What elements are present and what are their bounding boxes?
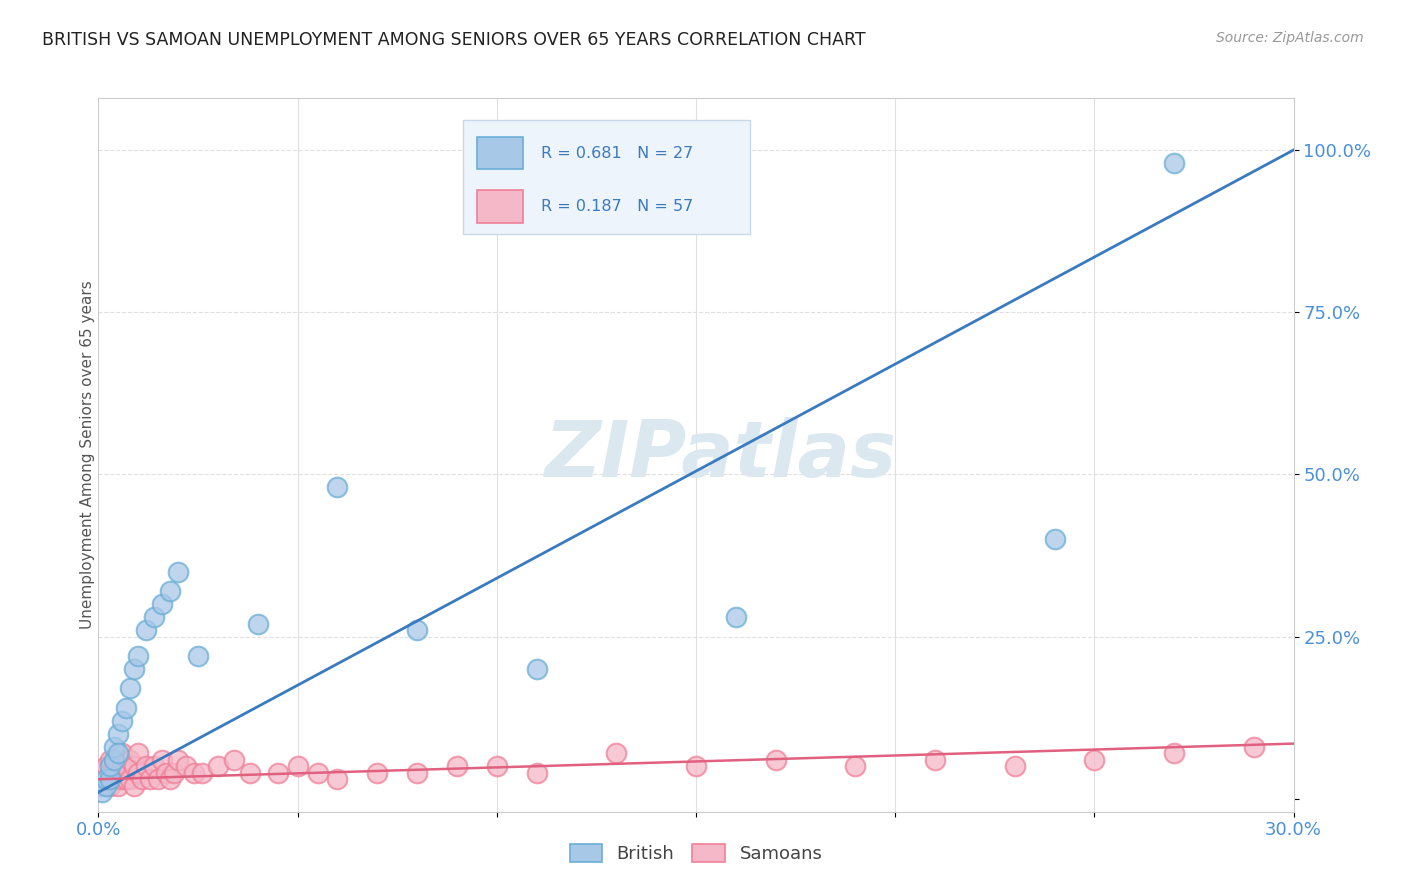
Point	[91, 785, 114, 799]
Point	[127, 648, 149, 663]
Point	[174, 759, 197, 773]
Point	[120, 753, 142, 767]
Point	[163, 765, 186, 780]
Point	[98, 765, 122, 780]
Point	[139, 772, 162, 787]
Point	[485, 759, 508, 773]
Point	[135, 759, 157, 773]
Point	[96, 759, 118, 773]
Point	[115, 701, 138, 715]
Point	[685, 759, 707, 773]
FancyBboxPatch shape	[477, 136, 523, 169]
Point	[187, 648, 209, 663]
Point	[406, 623, 429, 637]
Point	[91, 779, 114, 793]
Point	[605, 747, 627, 761]
Point	[1083, 753, 1105, 767]
Point	[222, 753, 245, 767]
Point	[120, 772, 142, 787]
Point	[1004, 759, 1026, 773]
Point	[155, 765, 177, 780]
Point	[96, 779, 118, 793]
Point	[844, 759, 866, 773]
Point	[107, 765, 129, 780]
Point	[124, 759, 146, 773]
Point	[96, 772, 118, 787]
FancyBboxPatch shape	[477, 190, 523, 223]
Point	[526, 662, 548, 676]
Point	[98, 759, 122, 773]
Point	[191, 765, 214, 780]
Point	[1163, 156, 1185, 170]
Point	[127, 765, 149, 780]
Point	[107, 747, 129, 761]
Point	[326, 772, 349, 787]
Point	[91, 765, 114, 780]
Point	[150, 597, 173, 611]
Point	[183, 765, 205, 780]
Point	[446, 759, 468, 773]
Point	[150, 753, 173, 767]
Point	[96, 772, 118, 787]
Point	[124, 779, 146, 793]
Point	[127, 747, 149, 761]
Point	[98, 779, 122, 793]
Point	[111, 714, 134, 728]
Point	[124, 662, 146, 676]
Point	[111, 747, 134, 761]
Point	[111, 759, 134, 773]
Point	[159, 772, 181, 787]
Text: R = 0.187   N = 57: R = 0.187 N = 57	[540, 199, 693, 214]
Legend: British, Samoans: British, Samoans	[562, 837, 830, 871]
Point	[115, 759, 138, 773]
Point	[111, 772, 134, 787]
Point	[103, 753, 125, 767]
Point	[103, 739, 125, 754]
Point	[107, 779, 129, 793]
Point	[1163, 747, 1185, 761]
Point	[159, 584, 181, 599]
Point	[167, 753, 190, 767]
Y-axis label: Unemployment Among Seniors over 65 years: Unemployment Among Seniors over 65 years	[80, 281, 94, 629]
Point	[131, 772, 153, 787]
Point	[526, 765, 548, 780]
Point	[107, 753, 129, 767]
Point	[98, 772, 122, 787]
Point	[115, 772, 138, 787]
Point	[724, 610, 747, 624]
Point	[246, 616, 269, 631]
Point	[267, 765, 290, 780]
Text: ZIPatlas: ZIPatlas	[544, 417, 896, 493]
Point	[207, 759, 229, 773]
Point	[120, 681, 142, 696]
Point	[143, 759, 166, 773]
Point	[103, 759, 125, 773]
Text: Source: ZipAtlas.com: Source: ZipAtlas.com	[1216, 31, 1364, 45]
Point	[107, 727, 129, 741]
Point	[765, 753, 787, 767]
Point	[1243, 739, 1265, 754]
Text: BRITISH VS SAMOAN UNEMPLOYMENT AMONG SENIORS OVER 65 YEARS CORRELATION CHART: BRITISH VS SAMOAN UNEMPLOYMENT AMONG SEN…	[42, 31, 866, 49]
Text: R = 0.681   N = 27: R = 0.681 N = 27	[540, 145, 693, 161]
Point	[1043, 533, 1066, 547]
Point	[406, 765, 429, 780]
Point	[307, 765, 329, 780]
Point	[167, 565, 190, 579]
FancyBboxPatch shape	[463, 120, 749, 234]
Point	[148, 772, 170, 787]
Point	[135, 623, 157, 637]
Point	[143, 610, 166, 624]
Point	[103, 772, 125, 787]
Point	[326, 480, 349, 494]
Point	[366, 765, 388, 780]
Point	[287, 759, 309, 773]
Point	[98, 753, 122, 767]
Point	[924, 753, 946, 767]
Point	[239, 765, 262, 780]
